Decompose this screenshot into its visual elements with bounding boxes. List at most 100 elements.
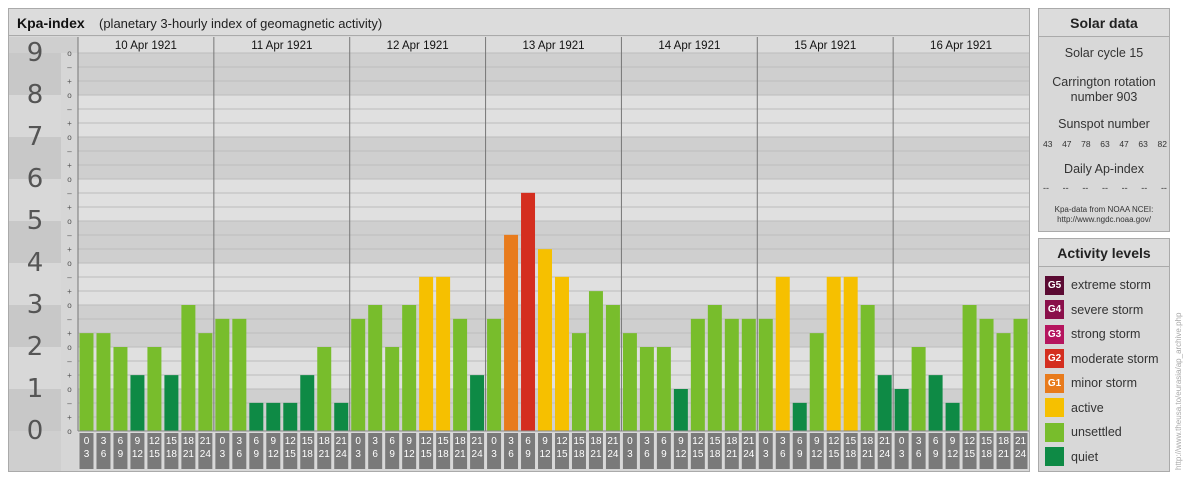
interval-start-label: 0 <box>491 436 497 447</box>
interval-end-label: 24 <box>472 449 484 460</box>
legend-item-extreme-storm: G5 extreme storm <box>1045 275 1151 295</box>
legend-item-minor-storm: G1 minor storm <box>1045 373 1137 393</box>
interval-label-box <box>809 433 824 469</box>
interval-start-label: 21 <box>472 436 484 447</box>
interval-end-label: 24 <box>607 449 619 460</box>
minor-mark: – <box>67 189 72 198</box>
kp-bar <box>470 375 485 431</box>
interval-start-label: 9 <box>135 436 141 447</box>
interval-end-label: 6 <box>780 449 786 460</box>
interval-end-label: 6 <box>644 449 650 460</box>
interval-start-label: 18 <box>319 436 331 447</box>
interval-end-label: 15 <box>692 449 704 460</box>
interval-label-box <box>962 433 977 469</box>
legend-swatch <box>1045 422 1064 442</box>
interval-start-label: 12 <box>964 436 976 447</box>
legend-item-unsettled: unsettled <box>1045 422 1122 442</box>
interval-end-label: 3 <box>899 449 905 460</box>
interval-end-label: 21 <box>455 449 467 460</box>
interval-label-box <box>317 433 332 469</box>
y-tick-label: 8 <box>27 80 44 110</box>
interval-start-label: 3 <box>237 436 243 447</box>
plot-band <box>78 53 1029 95</box>
kp-bar <box>147 347 162 431</box>
interval-end-label: 9 <box>389 449 395 460</box>
interval-end-label: 18 <box>709 449 721 460</box>
interval-start-label: 12 <box>828 436 840 447</box>
interval-label-box <box>487 433 502 469</box>
interval-label-box <box>300 433 315 469</box>
interval-label-box <box>419 433 434 469</box>
solar-cycle: Solar cycle 15 <box>1064 46 1144 60</box>
interval-start-label: 6 <box>389 436 395 447</box>
ap-index-heading: Daily Ap-index <box>1064 162 1144 176</box>
legend-item-severe-storm: G4 severe storm <box>1045 300 1143 320</box>
kp-bar <box>775 276 790 431</box>
y-tick-label: 0 <box>27 416 44 446</box>
interval-end-label: 24 <box>1015 449 1027 460</box>
minor-mark: o <box>67 91 72 100</box>
kp-bar <box>979 318 994 431</box>
interval-start-label: 18 <box>726 436 738 447</box>
interval-start-label: 0 <box>627 436 633 447</box>
ap-value: -- <box>1101 183 1108 193</box>
interval-start-label: 15 <box>573 436 585 447</box>
interval-label-box <box>571 433 586 469</box>
interval-start-label: 3 <box>780 436 786 447</box>
interval-label-box <box>894 433 909 469</box>
ap-value: -- <box>1141 183 1148 193</box>
legend-label: strong storm <box>1071 327 1141 341</box>
interval-end-label: 3 <box>491 449 497 460</box>
minor-mark: o <box>67 259 72 268</box>
kp-bar <box>673 389 688 431</box>
y-tick-label: 1 <box>27 374 44 404</box>
interval-label-box <box>538 433 552 469</box>
kp-bar <box>419 276 434 431</box>
day-label: 11 Apr 1921 <box>251 40 312 52</box>
kp-bar <box>690 318 705 431</box>
minor-mark: – <box>67 357 72 366</box>
legend-swatch: G4 <box>1045 300 1064 319</box>
kp-bar <box>911 347 926 431</box>
interval-label-box <box>164 433 179 469</box>
y-band <box>9 263 61 305</box>
y-band <box>9 221 61 263</box>
interval-end-label: 9 <box>661 449 667 460</box>
interval-start-label: 15 <box>438 436 450 447</box>
interval-end-label: 18 <box>166 449 178 460</box>
legend-swatch: G3 <box>1045 324 1064 344</box>
interval-label-box <box>877 433 892 469</box>
interval-label-box <box>232 433 247 469</box>
kp-bar <box>605 305 620 431</box>
legend-item-quiet: quiet <box>1045 447 1098 467</box>
sunspot-value: 63 <box>1100 139 1110 149</box>
interval-end-label: 15 <box>149 449 161 460</box>
kp-bar <box>996 333 1011 431</box>
interval-end-label: 6 <box>101 449 107 460</box>
plot-band <box>78 137 1029 179</box>
kp-bar <box>402 305 417 431</box>
interval-start-label: 3 <box>644 436 650 447</box>
interval-label-box <box>724 433 739 469</box>
minor-mark: o <box>67 385 72 394</box>
interval-end-label: 12 <box>947 449 959 460</box>
kpa-chart-panel: o + o + – o + – o + – o + – o + – o + – o + – o + – o –0 1 2 3 4 5 6 7 8 9 10… <box>8 8 1030 472</box>
interval-end-label: 24 <box>200 449 212 460</box>
legend-swatch: G5 <box>1045 275 1064 295</box>
kp-bar <box>571 333 586 431</box>
minor-mark: o <box>67 301 72 310</box>
interval-end-label: 9 <box>525 449 531 460</box>
kp-bar <box>249 402 264 431</box>
interval-start-label: 3 <box>916 436 922 447</box>
minor-axis-panel <box>61 37 78 471</box>
interval-label-box <box>402 433 417 469</box>
kp-bar <box>181 305 196 431</box>
minor-mark: – <box>67 315 72 324</box>
minor-mark: o <box>67 343 72 352</box>
legend-label: active <box>1071 400 1104 415</box>
legend-item-strong-storm: G3 strong storm <box>1045 324 1140 344</box>
interval-end-label: 12 <box>539 449 551 460</box>
interval-label-box <box>928 433 943 469</box>
carrington-rotation-line1: Carrington rotation <box>1052 75 1156 89</box>
day-label: 15 Apr 1921 <box>794 40 856 52</box>
